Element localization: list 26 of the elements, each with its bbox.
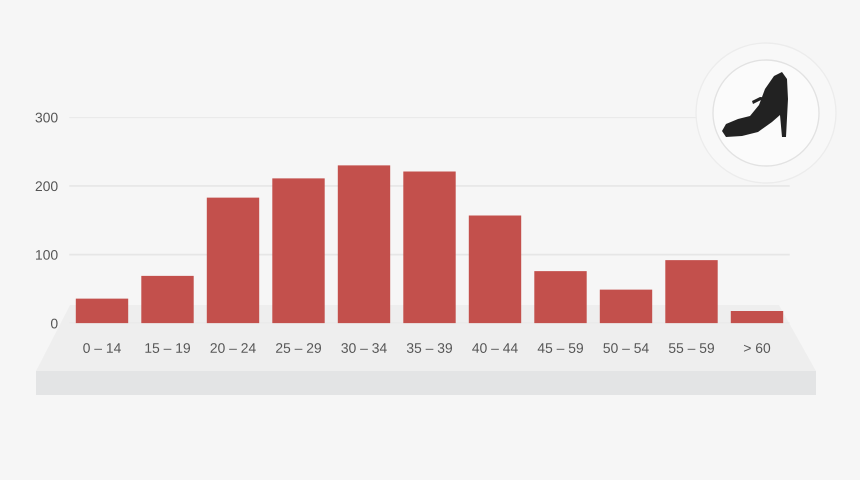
x-tick-label: 30 – 34 xyxy=(341,343,387,353)
y-tick-label: 100 xyxy=(36,250,58,260)
x-tick-label: 20 – 24 xyxy=(210,343,256,353)
x-tick-label: 40 – 44 xyxy=(472,343,518,353)
x-tick-label: 50 – 54 xyxy=(603,343,649,353)
x-tick-label: > 60 xyxy=(744,343,770,353)
y-tick-label: 200 xyxy=(36,181,58,192)
y-tick-label: 0 xyxy=(50,318,58,328)
x-tick-label: 45 – 59 xyxy=(538,343,584,353)
x-tick-label: 55 – 59 xyxy=(668,343,714,353)
x-tick-label: 0 – 14 xyxy=(83,343,121,353)
bar xyxy=(600,290,652,324)
y-tick-label: 300 xyxy=(36,112,58,122)
x-tick-label: 35 – 39 xyxy=(406,343,452,353)
bar xyxy=(534,271,587,324)
bar xyxy=(403,172,456,324)
bar xyxy=(76,298,128,324)
bar xyxy=(206,198,260,324)
x-tick-label: 15 – 19 xyxy=(145,343,190,353)
bar xyxy=(141,276,194,324)
bar xyxy=(468,215,522,324)
bar xyxy=(730,310,784,324)
bar xyxy=(338,165,390,324)
bar xyxy=(272,178,325,324)
bar xyxy=(665,260,718,324)
x-tick-label: 25 – 29 xyxy=(276,343,322,353)
